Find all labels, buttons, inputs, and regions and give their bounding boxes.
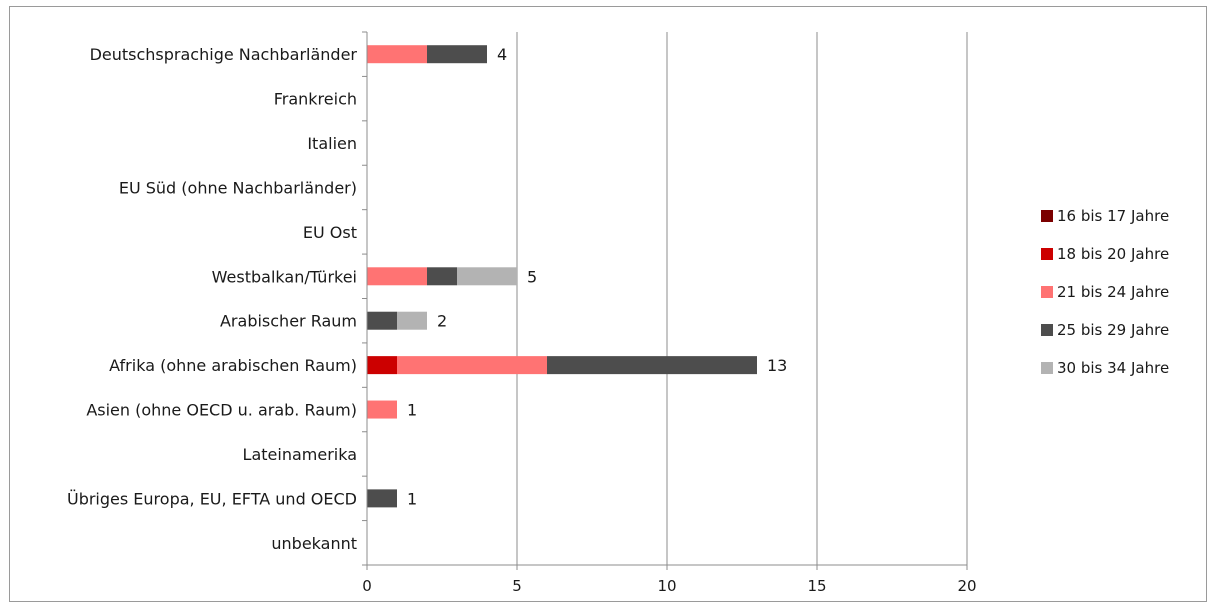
legend-swatch	[1041, 324, 1053, 336]
labels: Deutschsprachige Nachbarländer 4 Frankreic…	[67, 45, 787, 553]
legend-label: 18 bis 20 Jahre	[1057, 245, 1169, 263]
category-label: Asien (ohne OECD u. arab. Raum)	[86, 401, 357, 420]
data-label: 2	[437, 312, 447, 331]
legend-label: 16 bis 17 Jahre	[1057, 207, 1169, 225]
x-tick-label: 15	[807, 577, 826, 595]
bar-segment	[457, 267, 517, 286]
bar-segment	[397, 356, 547, 375]
legend-swatch	[1041, 286, 1053, 298]
category-label: Afrika (ohne arabischen Raum)	[109, 356, 357, 375]
legend-swatch	[1041, 362, 1053, 374]
legend: 16 bis 17 Jahre 18 bis 20 Jahre 21 bis 24 …	[1041, 207, 1169, 377]
chart-frame: 0 5 10 15 20 Deutschsprachige Nachbarländer 4…	[9, 6, 1207, 602]
data-label: 1	[407, 401, 417, 420]
bar-segment	[427, 45, 487, 64]
category-label: Deutschsprachige Nachbarländer	[90, 45, 358, 64]
bar-segment	[397, 311, 427, 330]
category-label: EU Ost	[303, 223, 357, 242]
legend-swatch	[1041, 210, 1053, 222]
data-label: 1	[407, 489, 417, 508]
bar-segment	[367, 45, 427, 64]
bar-segment	[367, 489, 397, 508]
x-tick-label: 10	[657, 577, 676, 595]
category-label: EU Süd (ohne Nachbarländer)	[119, 178, 357, 197]
bar-segment	[367, 311, 397, 330]
category-label: Arabischer Raum	[220, 312, 357, 331]
bar-segment	[427, 267, 457, 286]
bar-segment	[367, 400, 397, 419]
legend-label: 25 bis 29 Jahre	[1057, 321, 1169, 339]
x-tick-label: 20	[957, 577, 976, 595]
x-tick-label: 5	[512, 577, 522, 595]
legend-swatch	[1041, 248, 1053, 260]
data-label: 13	[767, 356, 787, 375]
gridlines	[516, 32, 968, 565]
category-label: Frankreich	[274, 90, 357, 109]
legend-label: 21 bis 24 Jahre	[1057, 283, 1169, 301]
bar-segment	[367, 356, 397, 375]
category-label: unbekannt	[271, 534, 357, 553]
legend-label: 30 bis 34 Jahre	[1057, 359, 1169, 377]
data-label: 4	[497, 45, 507, 64]
axes: 0 5 10 15 20	[362, 31, 977, 595]
category-label: Westbalkan/Türkei	[212, 267, 357, 286]
category-label: Italien	[307, 134, 357, 153]
bars	[367, 45, 757, 508]
category-label: Übriges Europa, EU, EFTA und OECD	[67, 489, 357, 508]
bar-segment	[547, 356, 757, 375]
stacked-bar-chart: 0 5 10 15 20 Deutschsprachige Nachbarländer 4…	[67, 31, 1169, 595]
data-label: 5	[527, 267, 537, 286]
bar-segment	[367, 267, 427, 286]
category-label: Lateinamerika	[243, 445, 357, 464]
x-tick-label: 0	[362, 577, 372, 595]
